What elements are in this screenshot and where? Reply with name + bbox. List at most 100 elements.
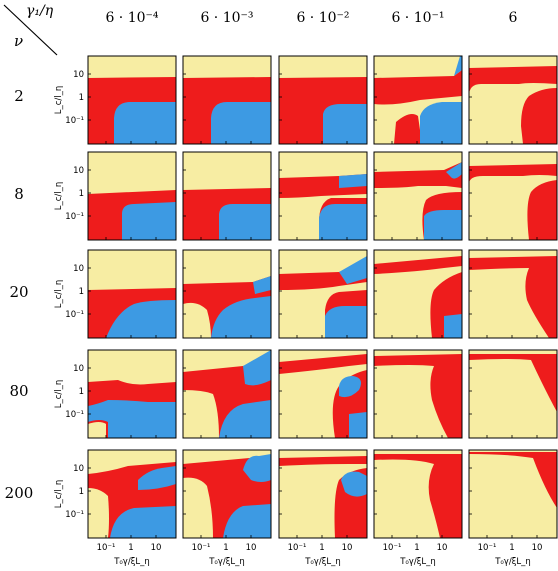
x-axis-label: T₀γ/ξL_η: [304, 557, 341, 567]
phase-region: [454, 56, 462, 76]
y-axis-label: L_c/l_η: [54, 480, 64, 509]
phase-region: [444, 314, 462, 338]
panel-r1-c3: [278, 55, 368, 145]
y-tick-label: 1: [79, 287, 84, 297]
phase-region: [110, 506, 176, 538]
row-header-5: 200: [5, 484, 34, 502]
phase-region: [446, 162, 462, 179]
panel-r4-c1: 10 1 10⁻¹L_c/l_η: [54, 349, 177, 439]
x-tick-label: 10⁻¹: [192, 543, 211, 553]
panel-r3-c4: [373, 249, 463, 339]
phase-region: [420, 102, 462, 144]
panel-frame: [373, 151, 463, 241]
panel-frame: [373, 55, 463, 145]
x-axis-label: T₀γ/ξL_η: [399, 557, 436, 567]
phase-region: [88, 422, 106, 438]
phase-region: [223, 504, 271, 538]
y-axis-label: L_c/l_η: [54, 182, 64, 211]
phase-region: [279, 194, 367, 240]
panel-frame: [278, 249, 368, 339]
x-axis-label: T₀γ/ξL_η: [494, 557, 531, 567]
phase-region: [341, 471, 367, 497]
phase-region: [349, 412, 367, 438]
panel-r1-c5: [468, 55, 558, 145]
row-header-4: 80: [9, 382, 28, 400]
phase-region: [279, 282, 367, 338]
y-tick-label: 1: [79, 93, 84, 103]
col-header-1: 6 · 10⁻⁴: [105, 10, 158, 26]
y-tick-label: 1: [79, 487, 84, 497]
y-axis-label: L_c/l_η: [54, 280, 64, 309]
phase-region: [279, 464, 367, 538]
phase-region: [138, 466, 176, 490]
panel-r4-c5: [468, 349, 558, 439]
panel-r2-c2: [182, 151, 272, 241]
panel-frame: [373, 349, 463, 439]
phase-region: [323, 104, 367, 144]
panel-frame: [87, 449, 177, 539]
phase-region: [374, 186, 462, 240]
panel-frame: [278, 449, 368, 539]
panel-r4-c4: [373, 349, 463, 439]
x-tick-label: 10⁻¹: [383, 543, 402, 553]
y-tick-label: 10⁻¹: [65, 410, 84, 420]
phase-region: [325, 306, 367, 338]
panel-frame: [87, 55, 177, 145]
x-tick-label: 1: [223, 543, 228, 553]
phase-region: [374, 266, 462, 338]
panel-r4-c3: [278, 349, 368, 439]
phase-region: [183, 302, 211, 338]
panel-frame: [468, 349, 558, 439]
panel-r2-c1: 10 1 10⁻¹L_c/l_η: [54, 151, 177, 241]
row-header-3: 20: [9, 283, 28, 301]
panel-frame: [278, 151, 368, 241]
phase-region: [122, 202, 176, 240]
x-axis-label: T₀γ/ξL_η: [208, 557, 245, 567]
x-tick-label: 10⁻¹: [478, 543, 497, 553]
phase-region: [219, 400, 271, 438]
panel-r3-c3: [278, 249, 368, 339]
phase-region: [88, 400, 176, 438]
phase-region: [183, 477, 213, 538]
y-tick-label: 1: [79, 189, 84, 199]
phase-region: [88, 488, 109, 538]
phase-region: [319, 204, 367, 240]
row-header-2: 8: [14, 185, 24, 203]
phase-region: [469, 83, 557, 144]
phase-region: [339, 256, 367, 284]
panel-r3-c1: 10 1 10⁻¹L_c/l_η: [54, 249, 177, 339]
phase-region: [253, 276, 271, 294]
phase-region: [374, 459, 440, 538]
x-tick-label: 10: [532, 543, 543, 553]
panel-frame: [278, 55, 368, 145]
x-tick-label: 10: [342, 543, 353, 553]
col-header-3: 6 · 10⁻²: [296, 10, 349, 26]
phase-region: [469, 175, 557, 240]
panel-grid: 10110⁻¹L_c/l_η10110⁻¹L_c/l_η10110⁻¹L_c/l…: [54, 55, 558, 567]
y-tick-label: 10⁻¹: [65, 310, 84, 320]
phase-region: [211, 102, 271, 144]
panel-r2-c3: [278, 151, 368, 241]
panel-r3-c2: [182, 249, 272, 339]
y-tick-label: 10: [73, 70, 84, 80]
col-symbol-label: γ₁/η: [26, 3, 54, 19]
panel-frame: [182, 449, 272, 539]
header-diagonal: [3, 4, 58, 56]
phase-region: [469, 454, 557, 538]
y-tick-label: 10⁻¹: [65, 510, 84, 520]
phase-region: [114, 102, 176, 144]
col-header-5: 6: [509, 10, 518, 26]
y-tick-label: 10: [73, 166, 84, 176]
panel-r2-c4: [373, 151, 463, 241]
x-tick-label: 1: [509, 543, 514, 553]
phase-region: [211, 296, 271, 338]
panel-frame: [468, 249, 558, 339]
x-tick-label: 10⁻¹: [97, 543, 116, 553]
phase-region: [219, 204, 271, 240]
x-tick-label: 1: [414, 543, 419, 553]
